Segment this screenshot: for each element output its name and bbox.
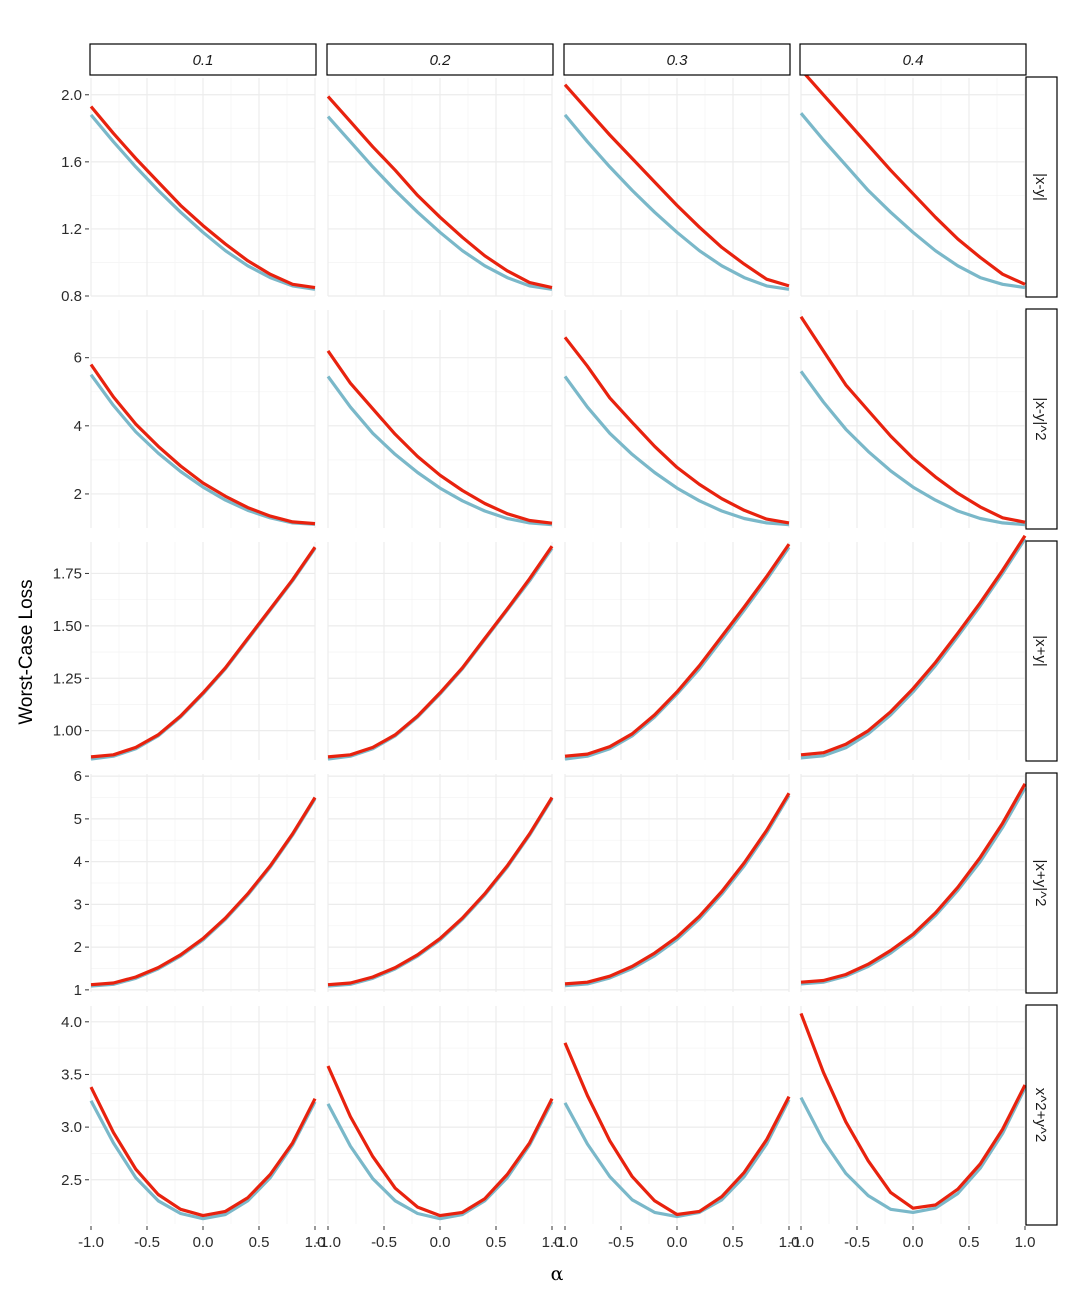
y-tick-label: 1 bbox=[74, 982, 82, 999]
line-series_1-r2-c4 bbox=[799, 315, 1026, 524]
line-series_1-r5-c3 bbox=[563, 1042, 791, 1217]
line-series_1-r1-c3 bbox=[563, 83, 790, 288]
x-tick-label: -0.5 bbox=[371, 1234, 397, 1251]
x-tick-label: 0.5 bbox=[959, 1234, 980, 1251]
line-series_2-r5-c3 bbox=[563, 1098, 791, 1219]
y-tick-label: 1.2 bbox=[61, 221, 82, 238]
y-tick-label: 1.50 bbox=[53, 618, 82, 635]
line-series_1-r4-c2 bbox=[327, 796, 554, 987]
x-tick-label: 1.0 bbox=[1015, 1234, 1036, 1251]
y-tick-label: 6 bbox=[74, 350, 82, 367]
x-tick-label: -1.0 bbox=[552, 1234, 578, 1251]
line-series_1-r1-c2 bbox=[326, 95, 553, 290]
strip-layer: 0.1 0.2 0.3 0.4 |x-y| |x-y|^2 |x+y| |x+y|^2 x^2+… bbox=[89, 43, 1058, 1226]
line-series_1-r3-c1 bbox=[90, 546, 317, 759]
y-tick-label: 1.6 bbox=[61, 154, 82, 171]
line-series_2-r4-c3 bbox=[564, 794, 791, 988]
x-tick-label: -0.5 bbox=[844, 1234, 870, 1251]
line-series_2-r3-c4 bbox=[800, 538, 1027, 760]
y-tick-label: 2 bbox=[74, 486, 82, 503]
line-series_1-r5-c4 bbox=[799, 1012, 1027, 1210]
line-series_2-r1-c4 bbox=[799, 112, 1026, 290]
line-series_1-r2-c3 bbox=[563, 336, 790, 525]
line-series_2-r5-c1 bbox=[89, 1100, 317, 1221]
row-strip-label: |x-y|^2 bbox=[1032, 397, 1049, 440]
line-series_1-r4-c4 bbox=[800, 783, 1027, 984]
row-strip-label: |x+y|^2 bbox=[1032, 860, 1049, 907]
line-series_1-r1-c1 bbox=[89, 105, 316, 290]
line-series_2-r1-c1 bbox=[89, 113, 316, 291]
column-strip-4 bbox=[799, 43, 1027, 76]
y-tick-label: 5 bbox=[74, 811, 82, 828]
x-tick-label: 1.0 bbox=[305, 1234, 326, 1251]
line-series_1-r2-c2 bbox=[326, 349, 553, 525]
line-series_1-r3-c2 bbox=[327, 545, 554, 759]
line-series_2-r1-c3 bbox=[563, 113, 790, 291]
row-strip-3 bbox=[1025, 540, 1058, 762]
y-tick-label: 3.0 bbox=[61, 1119, 82, 1136]
y-tick-label: 2.5 bbox=[61, 1172, 82, 1189]
y-tick-label: 3 bbox=[74, 896, 82, 913]
x-axis-title: α bbox=[551, 1263, 564, 1285]
y-tick-label: 0.8 bbox=[61, 288, 82, 305]
row-strip-4 bbox=[1025, 772, 1058, 994]
x-tick-label: 0.0 bbox=[903, 1234, 924, 1251]
series-layer bbox=[89, 68, 1027, 1221]
row-strip-1 bbox=[1025, 76, 1058, 298]
row-strip-5 bbox=[1025, 1004, 1058, 1226]
column-strip-2 bbox=[326, 43, 554, 76]
column-strip-label: 0.2 bbox=[430, 52, 452, 69]
line-series_2-r2-c4 bbox=[799, 370, 1026, 527]
line-series_2-r1-c2 bbox=[326, 115, 553, 291]
x-tick-label: 0.0 bbox=[667, 1234, 688, 1251]
line-series_1-r4-c3 bbox=[564, 792, 791, 986]
x-tick-label: 0.5 bbox=[249, 1234, 270, 1251]
y-axis-title: Worst-Case Loss bbox=[16, 579, 37, 724]
axes-layer: 0.8 1.2 1.6 2.0 2 4 6 1.00 1.25 1.50 1.75 1 2 3 4 5 6 2.5… bbox=[53, 87, 1036, 1251]
x-tick-label: -0.5 bbox=[134, 1234, 160, 1251]
line-series_2-r2-c2 bbox=[326, 375, 553, 527]
y-tick-label: 4 bbox=[74, 418, 82, 435]
line-series_1-r3-c3 bbox=[564, 543, 791, 758]
line-series_2-r4-c4 bbox=[800, 787, 1027, 986]
x-tick-label: 0.0 bbox=[193, 1234, 214, 1251]
y-tick-label: 4 bbox=[74, 854, 82, 871]
column-strip-3 bbox=[563, 43, 791, 76]
line-series_1-r4-c1 bbox=[90, 796, 317, 987]
x-tick-label: -1.0 bbox=[315, 1234, 341, 1251]
line-series_1-r5-c2 bbox=[326, 1065, 554, 1218]
x-tick-label: -1.0 bbox=[78, 1234, 104, 1251]
x-tick-label: 0.5 bbox=[486, 1234, 507, 1251]
y-tick-label: 2.0 bbox=[61, 87, 82, 104]
x-tick-label: 1.0 bbox=[542, 1234, 563, 1251]
y-tick-label: 2 bbox=[74, 939, 82, 956]
line-series_1-r5-c1 bbox=[89, 1086, 317, 1218]
line-series_2-r5-c4 bbox=[799, 1087, 1027, 1215]
y-tick-label: 1.00 bbox=[53, 723, 82, 740]
column-strip-label: 0.3 bbox=[667, 52, 689, 69]
y-tick-label: 1.75 bbox=[53, 565, 82, 582]
x-tick-label: -1.0 bbox=[788, 1234, 814, 1251]
y-tick-label: 6 bbox=[74, 768, 82, 785]
x-tick-label: 0.5 bbox=[723, 1234, 744, 1251]
x-tick-label: 1.0 bbox=[779, 1234, 800, 1251]
line-series_1-r1-c4 bbox=[799, 68, 1026, 286]
column-strip-label: 0.1 bbox=[193, 52, 214, 69]
line-series_1-r3-c4 bbox=[800, 534, 1027, 757]
y-tick-label: 4.0 bbox=[61, 1014, 82, 1031]
row-strip-label: x^2+y^2 bbox=[1032, 1088, 1049, 1143]
row-strip-2 bbox=[1025, 308, 1058, 530]
x-tick-label: 0.0 bbox=[430, 1234, 451, 1251]
row-strip-label: |x-y| bbox=[1032, 173, 1049, 201]
line-series_2-r5-c2 bbox=[326, 1101, 554, 1221]
column-strip-label: 0.4 bbox=[903, 52, 924, 69]
column-strip-1 bbox=[89, 43, 317, 76]
y-tick-label: 1.25 bbox=[53, 670, 82, 687]
row-strip-label: |x+y| bbox=[1032, 635, 1049, 667]
line-series_1-r2-c1 bbox=[89, 363, 316, 526]
line-series_2-r2-c3 bbox=[563, 375, 790, 527]
y-tick-label: 3.5 bbox=[61, 1066, 82, 1083]
x-tick-label: -0.5 bbox=[608, 1234, 634, 1251]
